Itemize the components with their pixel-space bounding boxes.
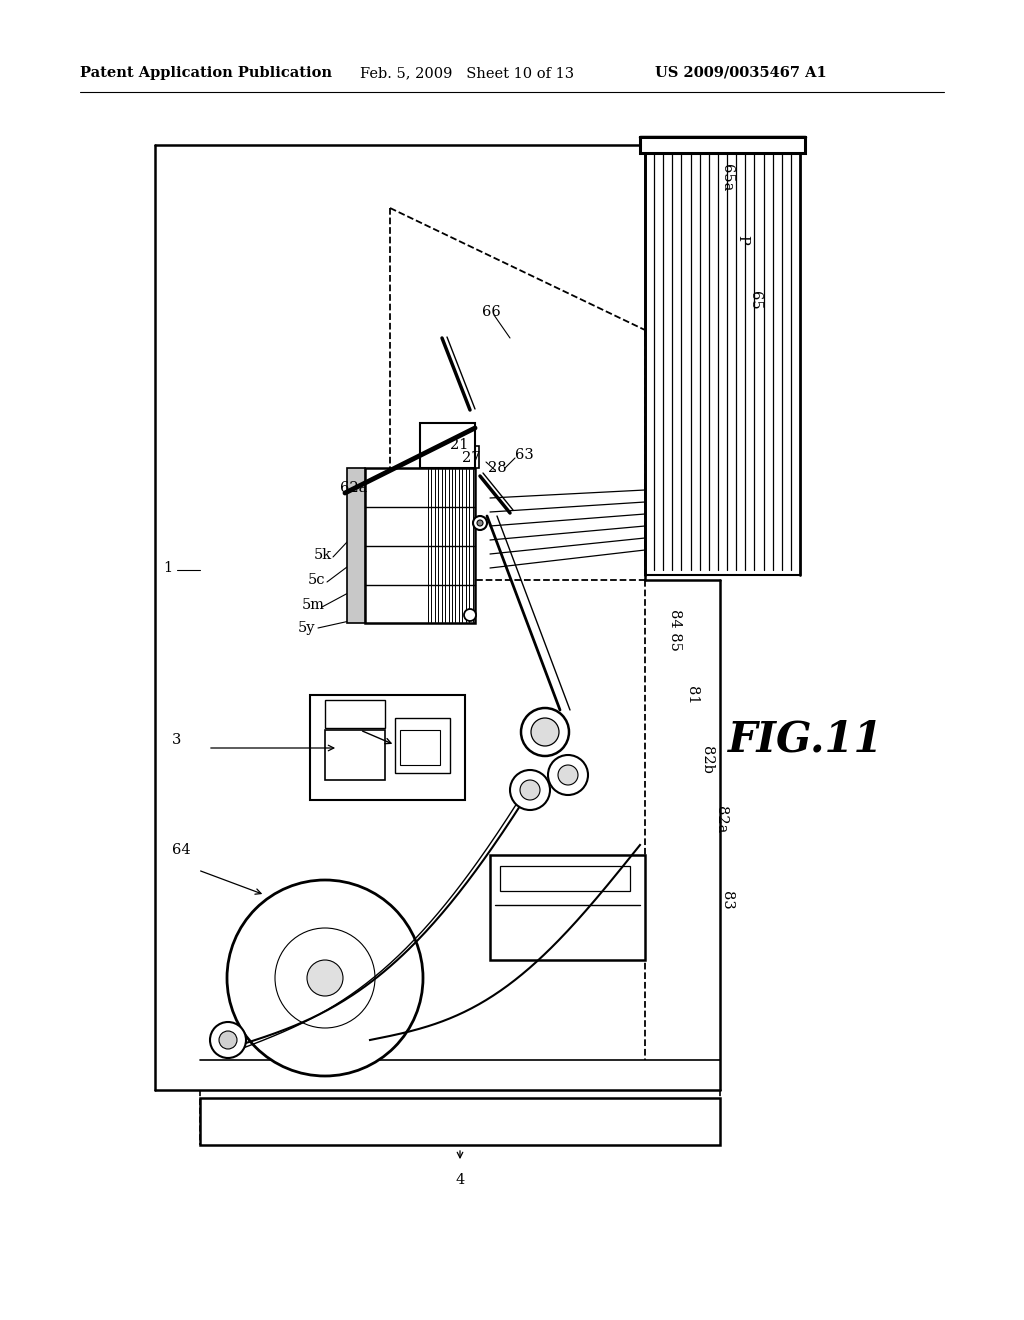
Bar [457,446,479,469]
Text: 65a: 65a [720,164,734,191]
Bar [420,422,475,469]
Bar [310,696,465,800]
Text: FIG.11: FIG.11 [728,719,884,762]
Text: 62a: 62a [340,480,368,495]
Circle shape [227,880,423,1076]
Bar [325,730,385,780]
Text: US 2009/0035467 A1: US 2009/0035467 A1 [655,66,826,81]
Bar [325,700,385,729]
Circle shape [210,1022,246,1059]
Bar [365,469,475,623]
Circle shape [521,708,569,756]
Circle shape [477,520,483,525]
Circle shape [531,718,559,746]
Text: 27: 27 [462,451,480,465]
Text: 81: 81 [685,686,699,705]
Bar [395,718,450,774]
Text: 82b: 82b [700,746,714,774]
Text: Feb. 5, 2009   Sheet 10 of 13: Feb. 5, 2009 Sheet 10 of 13 [360,66,574,81]
Circle shape [464,609,476,620]
Bar [347,469,365,623]
Text: 1: 1 [163,561,172,576]
Bar [490,855,645,960]
Text: 28: 28 [488,461,507,475]
Text: Patent Application Publication: Patent Application Publication [80,66,332,81]
Circle shape [307,960,343,997]
Text: 5c: 5c [308,573,326,587]
Bar [640,137,805,153]
Text: 65: 65 [748,290,762,309]
Circle shape [510,770,550,810]
Text: 5m: 5m [302,598,325,612]
Bar [200,1098,720,1144]
Circle shape [219,1031,237,1049]
Text: 84 85: 84 85 [668,609,682,651]
Text: 4: 4 [456,1173,465,1187]
Text: 5y: 5y [298,620,315,635]
Bar [400,730,440,766]
Bar [500,866,630,891]
Text: 63: 63 [515,447,534,462]
Text: 64: 64 [172,843,190,857]
Text: 5k: 5k [314,548,332,562]
Circle shape [548,755,588,795]
Circle shape [558,766,578,785]
Text: 21: 21 [450,438,468,451]
Circle shape [473,516,487,531]
Text: 82a: 82a [714,807,728,834]
Circle shape [520,780,540,800]
Text: 3: 3 [172,733,181,747]
Text: P: P [735,235,749,246]
Text: 83: 83 [720,891,734,909]
Text: 66: 66 [482,305,501,319]
